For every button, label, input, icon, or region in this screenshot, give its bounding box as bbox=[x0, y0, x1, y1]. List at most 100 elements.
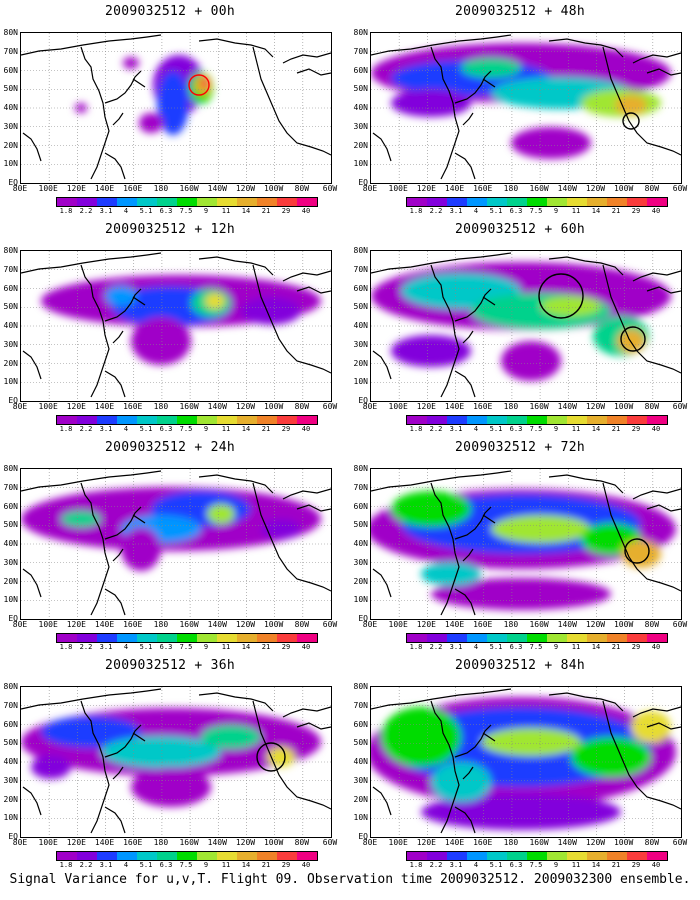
latitude-tick-label: 60N bbox=[353, 283, 368, 293]
graticule bbox=[371, 33, 681, 183]
colorbar-tick-label: 1.8 bbox=[59, 207, 73, 215]
longitude-tick-label: 100E bbox=[388, 838, 408, 847]
colorbar-swatch bbox=[137, 416, 157, 424]
colorbar-swatch bbox=[77, 852, 97, 860]
colorbar-swatch bbox=[407, 634, 427, 642]
panel-title: 2009032512 + 24h bbox=[104, 440, 236, 455]
map-panel-36h: 2009032512 + 36h 80N 70N 60N 50N 40N 30N 20N 10… bbox=[0, 654, 340, 869]
colorbar-tick-label: 40 bbox=[301, 425, 311, 433]
longitude-tick-label: 120E bbox=[66, 620, 86, 629]
longitude-tick-label: 80W bbox=[294, 184, 310, 193]
longitude-tick-label: 180 bbox=[153, 402, 169, 411]
coastline bbox=[22, 786, 42, 816]
longitude-tick-label: 100E bbox=[388, 620, 408, 629]
longitude-tick-label: 160W bbox=[179, 184, 199, 193]
coastline bbox=[372, 786, 392, 816]
colorbar-tick-label: 4 bbox=[123, 643, 129, 651]
longitude-tick-label: 120E bbox=[416, 620, 436, 629]
colorbar-swatch bbox=[567, 634, 587, 642]
graticule bbox=[371, 469, 681, 619]
longitude-tick-label: 160W bbox=[179, 620, 199, 629]
longitude-tick-label: 100E bbox=[38, 620, 58, 629]
colorbar-tick-label: 21 bbox=[611, 861, 621, 869]
latitude-tick-label: 10N bbox=[353, 595, 368, 605]
coastline bbox=[104, 806, 126, 834]
latitude-tick-label: 50N bbox=[3, 302, 18, 312]
colorbar-tick-label: 5.1 bbox=[139, 643, 153, 651]
colorbar-tick-label: 7.5 bbox=[179, 207, 193, 215]
colorbar-tick-label: 7.5 bbox=[529, 207, 543, 215]
variance-region bbox=[571, 737, 651, 777]
figure-caption: Signal Variance for u,v,T. Flight 09. Ob… bbox=[9, 872, 691, 887]
longitude-tick-label: 140W bbox=[557, 402, 577, 411]
latitude-tick-label: 20N bbox=[3, 358, 18, 368]
colorbar-tick-label: 21 bbox=[611, 425, 621, 433]
variance-region bbox=[431, 762, 491, 802]
colorbar-swatch bbox=[57, 198, 77, 206]
latitude-tick-label: 30N bbox=[353, 775, 368, 785]
colorbar-swatch bbox=[507, 634, 527, 642]
longitude-tick-label: 120W bbox=[235, 402, 256, 411]
colorbar-tick-label: 7.5 bbox=[529, 861, 543, 869]
coastline bbox=[198, 38, 274, 58]
coastline bbox=[548, 692, 624, 712]
coastline bbox=[548, 474, 624, 494]
longitude-tick-label: 80W bbox=[294, 620, 310, 629]
coastline bbox=[80, 700, 110, 834]
coastline bbox=[252, 700, 331, 810]
longitude-tick-label: 80E bbox=[362, 184, 378, 193]
variance-region bbox=[205, 293, 225, 309]
latitude-tick-label: 20N bbox=[3, 576, 18, 586]
colorbar-tick-label: 21 bbox=[261, 861, 271, 869]
colorbar-tick-label: 29 bbox=[631, 861, 641, 869]
colorbar-swatch bbox=[647, 198, 667, 206]
colorbar-swatch bbox=[447, 416, 467, 424]
longitude-tick-label: 60W bbox=[672, 184, 688, 193]
coastlines bbox=[371, 688, 681, 834]
variance-field bbox=[75, 55, 213, 135]
longitude-tick-label: 100E bbox=[388, 402, 408, 411]
coastline bbox=[198, 256, 274, 276]
panel-title: 2009032512 + 48h bbox=[454, 4, 586, 19]
colorbar-swatch bbox=[467, 198, 487, 206]
latitude-labels: 80N 70N 60N 50N 40N 30N 20N 10N EQ bbox=[350, 29, 370, 187]
longitude-tick-label: 80W bbox=[644, 620, 660, 629]
latitude-tick-label: 30N bbox=[353, 121, 368, 131]
colorbar-tick-label: 11 bbox=[571, 643, 581, 651]
latitude-tick-label: 50N bbox=[353, 302, 368, 312]
longitude-tick-label: 100W bbox=[263, 402, 284, 411]
colorbar-tick-label: 11 bbox=[571, 425, 581, 433]
colorbar-tick-label: 14 bbox=[591, 425, 601, 433]
coastline bbox=[80, 264, 110, 398]
variance-region bbox=[123, 57, 139, 69]
colorbar-labels: 1.8 2.2 3.1 4 5.1 6.3 7.5 9 11 14 21 29 40 bbox=[406, 207, 666, 215]
coastline bbox=[462, 330, 474, 344]
latitude-tick-label: 70N bbox=[353, 46, 368, 56]
longitude-tick-label: 180 bbox=[503, 620, 519, 629]
colorbar-tick-label: 2.2 bbox=[79, 207, 93, 215]
latitude-tick-label: 50N bbox=[3, 84, 18, 94]
colorbar-swatch bbox=[157, 198, 177, 206]
colorbar-swatch bbox=[627, 198, 647, 206]
colorbar-swatch bbox=[447, 634, 467, 642]
variance-field bbox=[371, 43, 671, 159]
colorbar-tick-label: 7.5 bbox=[529, 425, 543, 433]
coastline bbox=[21, 252, 162, 274]
coastline bbox=[80, 482, 110, 616]
highlight-circle bbox=[538, 273, 584, 319]
colorbar-tick-label: 4 bbox=[123, 207, 129, 215]
panel-title: 2009032512 + 84h bbox=[454, 658, 586, 673]
coastline bbox=[282, 706, 331, 718]
longitude-tick-label: 140E bbox=[94, 620, 115, 629]
coastline bbox=[282, 270, 331, 282]
colorbar-tick-label: 40 bbox=[651, 425, 661, 433]
colorbar-tick-label: 1.8 bbox=[59, 643, 73, 651]
coastline bbox=[646, 504, 681, 512]
latitude-tick-label: 20N bbox=[353, 576, 368, 586]
latitude-tick-label: 60N bbox=[353, 501, 368, 511]
colorbar-swatch bbox=[217, 634, 237, 642]
colorbar-swatch bbox=[137, 198, 157, 206]
longitude-tick-label: 80W bbox=[294, 838, 310, 847]
map-panel-84h: 2009032512 + 84h 80N 70N 60N 50N 40N 30N 20N 10… bbox=[350, 654, 690, 869]
colorbar-tick-label: 11 bbox=[221, 425, 231, 433]
